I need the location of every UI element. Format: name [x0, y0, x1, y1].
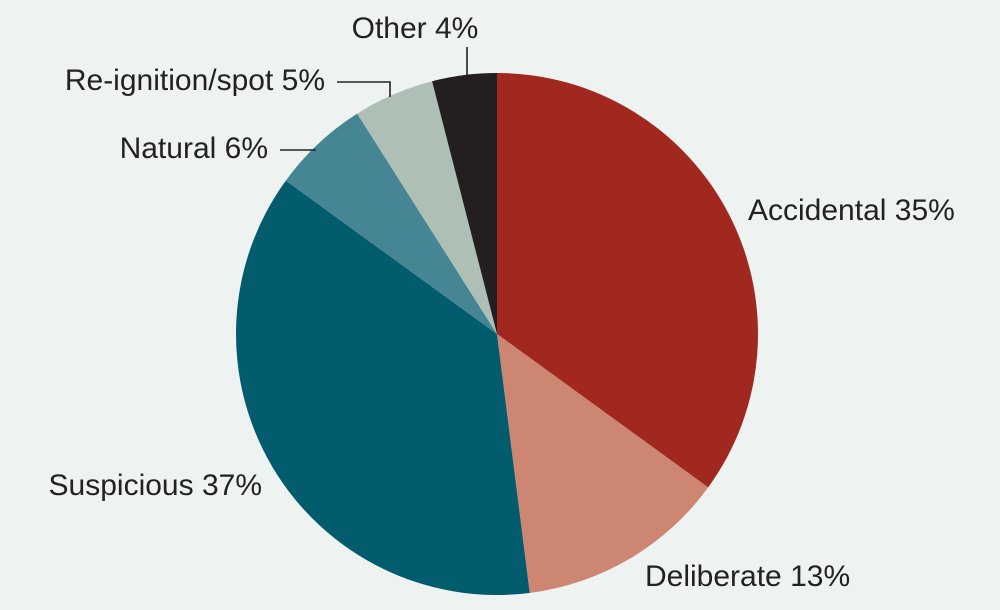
- labels: Accidental 35% Deliberate 13% Suspicious 3…: [49, 12, 955, 593]
- pie-slice: [497, 334, 709, 593]
- category-label: Other: [352, 12, 427, 45]
- pie-slice: [285, 113, 497, 335]
- value-label: 5%: [282, 64, 325, 97]
- slice-label: Re-ignition/spot 5%: [65, 64, 325, 97]
- pie-slice: [497, 73, 758, 488]
- leader-line: [337, 81, 391, 97]
- value-label: 35%: [895, 194, 955, 227]
- category-label: Deliberate: [645, 560, 782, 593]
- value-label: 13%: [790, 560, 850, 593]
- pie: [236, 73, 758, 595]
- pie-slice: [432, 73, 497, 334]
- pie-slice: [236, 180, 530, 595]
- slice-label: Accidental 35%: [748, 194, 955, 227]
- category-label: Natural: [120, 132, 217, 165]
- category-label: Accidental: [748, 194, 886, 227]
- pie-slice: [357, 81, 497, 334]
- category-label: Suspicious: [49, 469, 194, 502]
- slice-label: Natural 6%: [120, 132, 268, 165]
- slice-label: Deliberate 13%: [645, 560, 850, 593]
- category-label: Re-ignition/spot: [65, 64, 274, 97]
- value-label: 6%: [225, 132, 268, 165]
- value-label: 37%: [202, 469, 262, 502]
- slice-label: Other 4%: [352, 12, 479, 45]
- value-label: 4%: [435, 12, 478, 45]
- slice-label: Suspicious 37%: [49, 469, 262, 502]
